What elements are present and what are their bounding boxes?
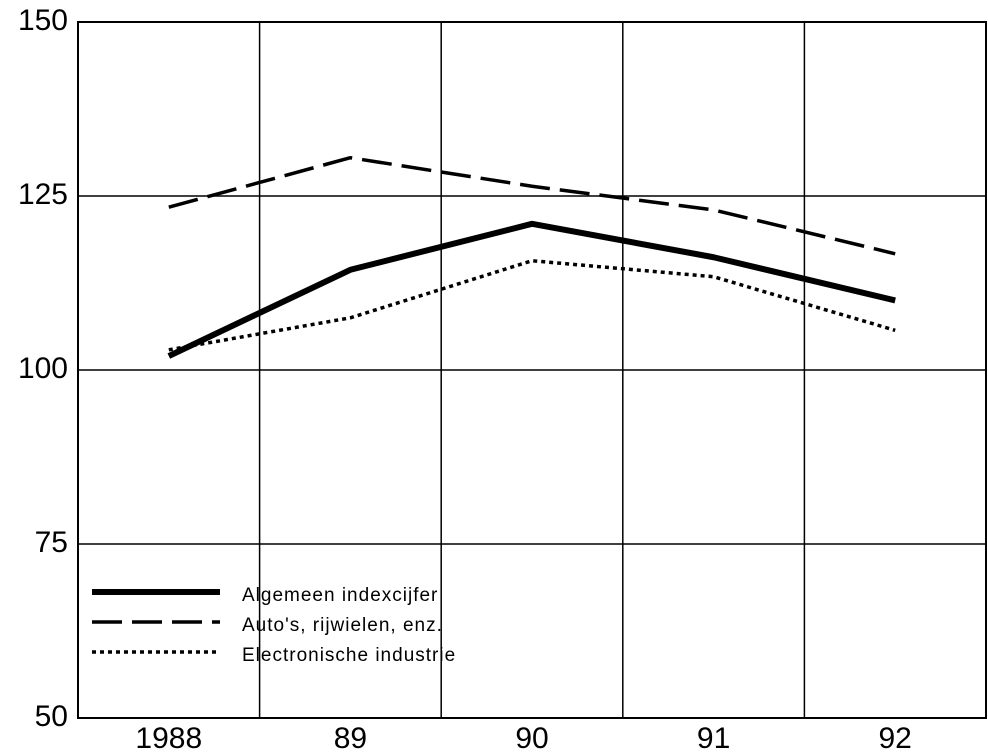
series-line xyxy=(167,220,896,359)
legend-label: Algemeen indexcijfer xyxy=(242,585,438,606)
y-tick-label: 150 xyxy=(18,4,68,37)
y-tick-label: 100 xyxy=(18,352,68,385)
legend-label: Auto's, rijwielen, enz. xyxy=(242,615,443,636)
y-tick-label: 75 xyxy=(35,526,68,559)
x-tick-label: 92 xyxy=(879,722,912,755)
x-tick-label: 89 xyxy=(334,722,367,755)
x-tick-label: 90 xyxy=(515,722,548,755)
x-tick-label: 91 xyxy=(697,722,730,755)
y-tick-label: 50 xyxy=(35,700,68,733)
series-line xyxy=(168,155,896,256)
x-tick-label: 1988 xyxy=(135,722,202,755)
y-tick-label: 125 xyxy=(18,178,68,211)
legend-label: Electronische industrie xyxy=(242,645,456,666)
series-line xyxy=(168,258,896,352)
